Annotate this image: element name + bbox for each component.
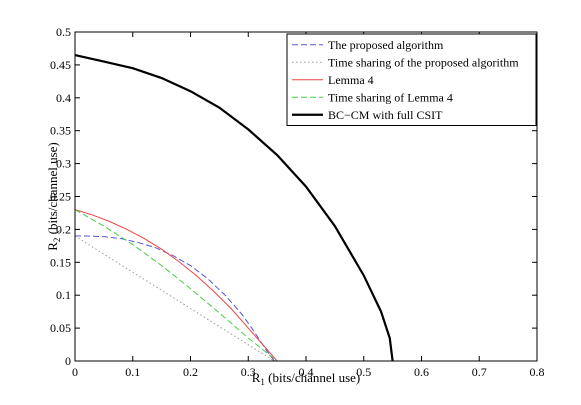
y-tick-label: 0.05	[50, 321, 71, 335]
x-tick-label: 0.7	[472, 365, 487, 379]
ticks-layer: 0 0.1 0.2 0.3 0.4 0.5 0.6 0.7 0.8 0 0.05 0.1 0.15 0.2…	[50, 25, 545, 379]
y-axis-title-rest: (bits/channel use)	[45, 142, 60, 237]
y-tick-label: 0.35	[50, 124, 71, 138]
legend-box	[286, 33, 537, 126]
y-axis-title: R2 (bits/channel use)	[45, 142, 62, 250]
x-tick-label: 0.4	[299, 365, 314, 379]
y-axis-title-main: R	[45, 242, 60, 251]
legend-label-3: Time sharing of Lemma 4	[328, 90, 453, 104]
y-tick-label: 0	[65, 354, 71, 368]
series-layer	[74, 53, 394, 362]
legend-items: The proposed algorithm Time sharing of th…	[292, 38, 519, 122]
x-tick-label: 0.5	[356, 365, 371, 379]
legend-label-2: Lemma 4	[328, 73, 374, 87]
x-tick-label: 0.2	[183, 365, 198, 379]
legend-label-1: Time sharing of the proposed algorithm	[328, 55, 519, 69]
x-axis-title-rest: (bits/channel use)	[265, 370, 360, 385]
series-line-2	[74, 209, 278, 362]
y-tick-label: 0.3	[56, 157, 71, 171]
x-tick-label: 0.1	[125, 365, 140, 379]
y-axis-title-subscript: 2	[52, 238, 62, 243]
x-tick-label: 0	[72, 365, 78, 379]
legend-label-0: The proposed algorithm	[328, 38, 444, 52]
y-tick-label: 0.45	[50, 58, 71, 72]
x-axis-title-subscript: 1	[260, 377, 265, 387]
y-tick-label: 0.5	[56, 25, 71, 39]
y-tick-label: 0.2	[56, 222, 71, 236]
y-tick-label: 0.15	[50, 255, 71, 269]
x-axis-title-main: R	[252, 370, 261, 385]
x-tick-label: 0.6	[414, 365, 429, 379]
y-tick-label: 0.1	[56, 288, 71, 302]
y-tick-label: 0.4	[56, 91, 71, 105]
series-line-4	[74, 53, 394, 362]
legend: The proposed algorithm Time sharing of th…	[286, 33, 537, 126]
x-tick-label: 0.3	[241, 365, 256, 379]
legend-label-4: BC−CM with full CSIT	[328, 108, 443, 122]
series-line-1	[74, 235, 275, 362]
x-axis-title: R1 (bits/channel use)	[252, 370, 360, 387]
series-line-0	[75, 235, 275, 362]
y-tick-label: 0.25	[50, 190, 71, 204]
series-line-3	[74, 209, 278, 362]
x-tick-label: 0.8	[530, 365, 545, 379]
